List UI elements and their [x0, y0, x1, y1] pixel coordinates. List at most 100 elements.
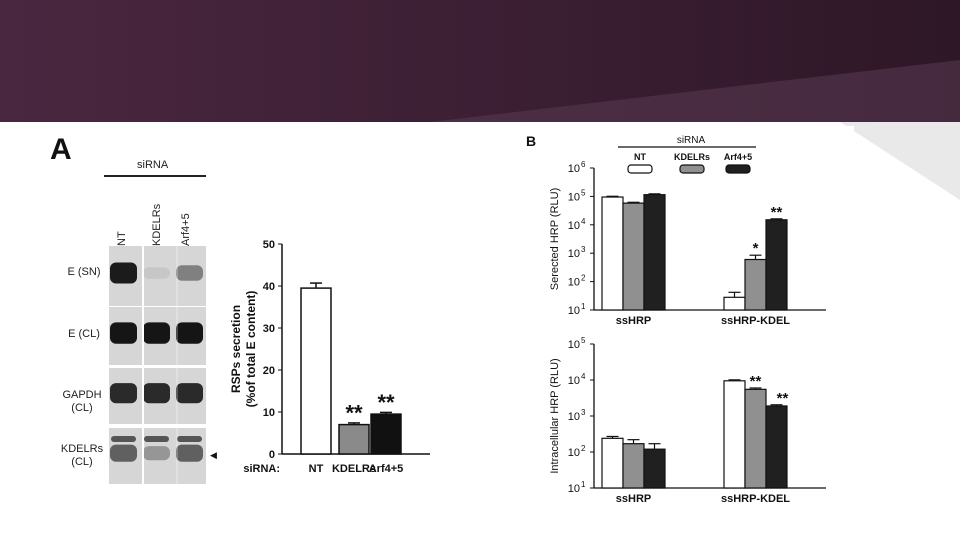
sirna-label-a: siRNA — [137, 159, 169, 171]
bar — [601, 196, 624, 311]
x-tick-label: Arf4+5 — [369, 463, 404, 475]
bar — [744, 388, 767, 489]
y-tick-label: 10 — [568, 411, 580, 423]
y-tick-exponent: 5 — [581, 336, 586, 345]
blot-e-sn — [109, 246, 206, 306]
significance-marker: ** — [777, 390, 789, 407]
blot-band — [110, 322, 137, 344]
bar — [643, 194, 666, 311]
y-tick-exponent: 2 — [581, 274, 586, 283]
y-axis-label: Intracellular HRP (RLU) — [549, 358, 561, 473]
y-axis-label: RSPs secretion (%of total E content) — [229, 291, 258, 408]
bar — [723, 380, 746, 489]
bar — [744, 258, 767, 311]
lane-label-arf: Arf4+5 — [180, 213, 192, 246]
arrowhead-icon: ◀ — [210, 450, 217, 460]
y-tick-exponent: 6 — [581, 160, 586, 169]
y-tick-exponent: 1 — [581, 302, 586, 311]
blot-kdelrs — [109, 428, 206, 484]
significance-marker: * — [753, 240, 759, 257]
blot-band — [176, 444, 203, 462]
blot-gapdh — [109, 368, 206, 424]
y-tick-exponent: 3 — [581, 245, 586, 254]
significance-marker: ** — [345, 401, 363, 426]
x-tick-label: KDELRs — [332, 463, 376, 475]
blot-label-e-cl: E (CL) — [68, 328, 100, 340]
blot-band — [143, 267, 170, 279]
y-tick-label: 10 — [568, 305, 580, 317]
y-tick-exponent: 2 — [581, 444, 586, 453]
x-group-label: ssHRP — [616, 493, 651, 505]
lane-label-kdelrs: KDELRs — [151, 203, 163, 246]
blot-band — [111, 436, 136, 442]
bar — [300, 287, 332, 455]
legend-label: NT — [634, 152, 646, 162]
y-tick-label: 10 — [568, 277, 580, 289]
legend-title: siRNA — [677, 135, 706, 146]
y-tick-exponent: 3 — [581, 408, 586, 417]
y-axis-label-line2: (%of total E content) — [244, 291, 258, 408]
legend-label: Arf4+5 — [724, 152, 752, 162]
panel-b-background — [518, 126, 854, 520]
blot-band — [143, 446, 170, 461]
blot-band — [144, 436, 169, 442]
blot-label-gapdh: GAPDH (CL) — [62, 389, 102, 414]
y-tick-label: 10 — [568, 339, 580, 351]
significance-marker: ** — [377, 390, 395, 415]
y-tick-label: 30 — [263, 323, 275, 335]
y-tick-exponent: 5 — [581, 188, 586, 197]
significance-marker: ** — [771, 204, 783, 221]
y-tick-label: 10 — [568, 447, 580, 459]
bar — [601, 437, 624, 489]
bar — [622, 202, 645, 311]
significance-marker: ** — [750, 373, 762, 390]
y-tick-exponent: 4 — [581, 372, 586, 381]
blot-band — [143, 383, 170, 404]
legend-label: KDELRs — [674, 152, 710, 162]
accent-shape — [840, 122, 960, 200]
blot-label-e-sn: E (SN) — [67, 266, 101, 278]
y-tick-label: 10 — [568, 375, 580, 387]
y-tick-label: 10 — [263, 407, 275, 419]
blot-band — [177, 436, 202, 442]
y-tick-label: 10 — [568, 248, 580, 260]
blot-band — [143, 322, 170, 344]
y-tick-label: 20 — [263, 365, 275, 377]
blot-band — [110, 262, 137, 284]
blot-band — [176, 322, 203, 344]
y-tick-label: 10 — [568, 191, 580, 203]
blot-band — [110, 444, 137, 462]
y-tick-label: 10 — [568, 483, 580, 495]
y-tick-label: 10 — [568, 220, 580, 232]
bar — [622, 443, 645, 489]
blot-band — [110, 383, 137, 404]
title-banner — [0, 0, 960, 122]
banner-accent — [430, 60, 960, 122]
chart-rsps-secretion: 0 10 20 30 40 50 RSPs secretion (%of total E co… — [229, 239, 430, 475]
y-tick-exponent: 1 — [581, 480, 586, 489]
blot-band — [176, 383, 203, 404]
bar — [765, 405, 788, 489]
blot-e-cl — [109, 307, 206, 365]
x-group-label: ssHRP-KDEL — [721, 315, 790, 327]
y-tick-label: 10 — [568, 163, 580, 175]
bar — [765, 219, 788, 311]
panel-a-letter: A — [50, 133, 72, 166]
bar — [643, 448, 666, 489]
y-tick-label: 40 — [263, 281, 275, 293]
legend-swatch — [679, 164, 705, 174]
x-group-label: ssHRP-KDEL — [721, 493, 790, 505]
y-tick-exponent: 4 — [581, 217, 586, 226]
y-axis-label-line1: RSPs secretion — [229, 305, 243, 393]
x-group-label: ssHRP — [616, 315, 651, 327]
legend-swatch — [627, 164, 653, 174]
bar — [338, 423, 370, 455]
y-tick-label: 0 — [269, 449, 275, 461]
panel-b-letter: B — [526, 133, 537, 149]
x-tick-label: NT — [309, 463, 324, 475]
blot-label-kdelrs: KDELRs (CL) — [60, 443, 104, 468]
x-axis-prefix: siRNA: — [243, 463, 280, 475]
y-axis-label: Serected HRP (RLU) — [549, 188, 561, 291]
bar — [370, 413, 402, 455]
